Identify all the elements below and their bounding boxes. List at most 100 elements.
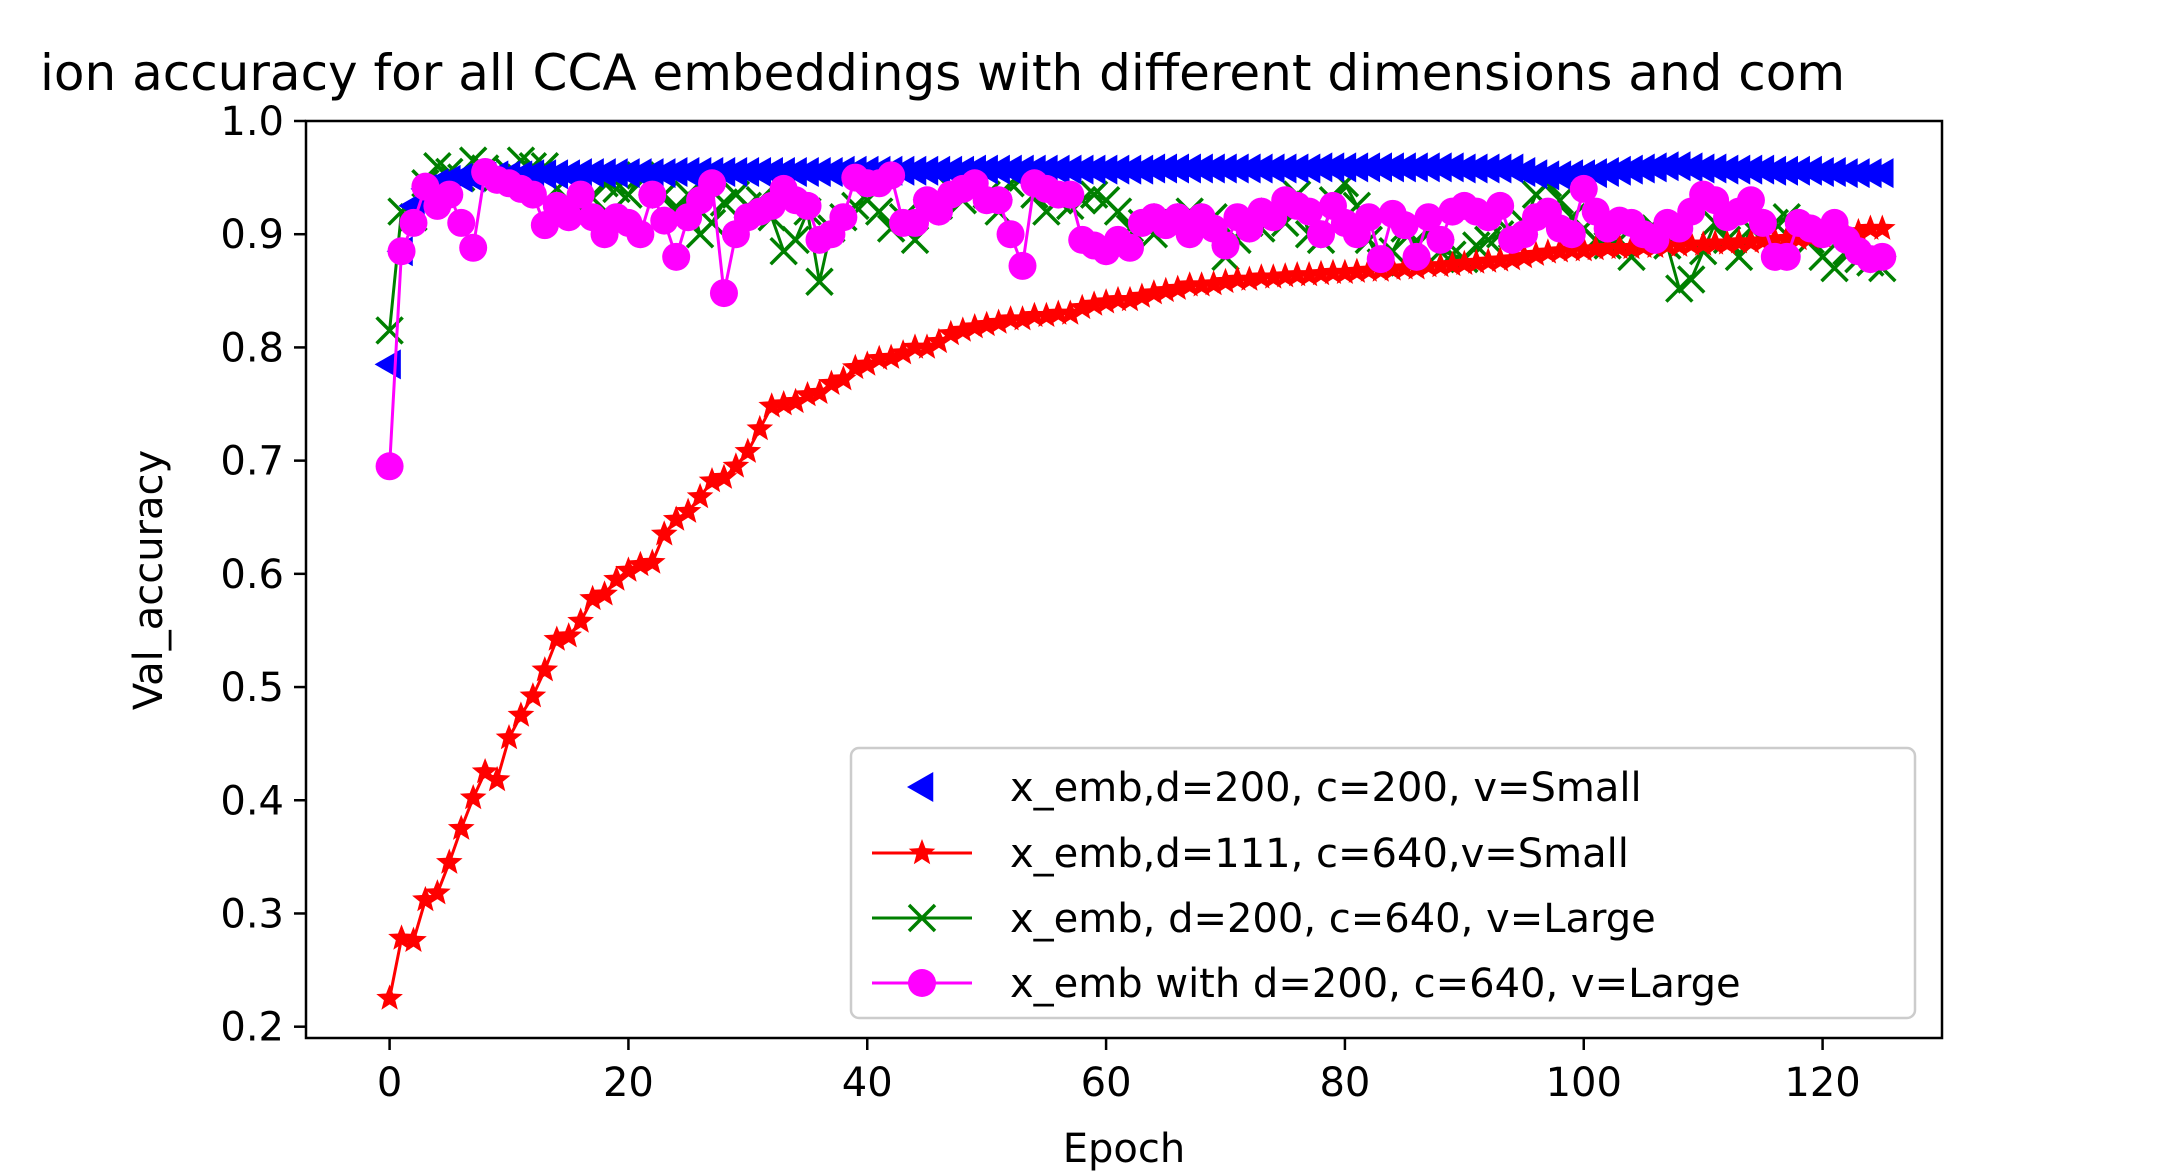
data-point [627, 550, 654, 577]
y-axis-label: Val_accuracy [126, 450, 172, 710]
data-point [1486, 246, 1514, 272]
data-point [1152, 276, 1180, 303]
x-tick-label: 60 [1081, 1060, 1132, 1106]
data-point [459, 784, 487, 810]
data-point [1725, 228, 1753, 254]
data-point [495, 724, 523, 750]
data-point [1748, 208, 1777, 237]
data-point [1510, 242, 1538, 269]
data-point [1664, 151, 1691, 182]
data-point [1486, 191, 1515, 220]
data-point [1391, 254, 1418, 280]
data-point [1819, 156, 1846, 187]
data-point [1295, 197, 1324, 226]
data-point [698, 467, 726, 493]
legend-entry: x_emb with d=200, c=640, v=Large [872, 961, 1741, 1007]
data-point [1271, 262, 1299, 288]
data-point [1498, 245, 1526, 271]
data-point [435, 180, 464, 209]
data-point [1426, 225, 1455, 254]
data-point [1713, 229, 1741, 255]
data-point [1021, 301, 1048, 327]
data-point [1546, 237, 1574, 263]
data-point [591, 580, 618, 606]
data-point [818, 369, 845, 395]
data-point [1737, 228, 1765, 254]
data-point [1439, 250, 1466, 277]
data-point [1761, 225, 1789, 252]
data-point [1570, 236, 1598, 262]
data-point [579, 584, 606, 611]
data-point [1068, 293, 1096, 320]
data-point [1534, 238, 1562, 264]
data-point [1736, 186, 1765, 215]
data-point [806, 378, 833, 404]
data-point [709, 279, 738, 308]
data-point [889, 339, 917, 365]
data-point [1115, 233, 1144, 262]
data-point [1747, 154, 1775, 185]
data-point [1212, 267, 1239, 294]
data-point [1700, 153, 1727, 184]
data-point [1343, 257, 1371, 283]
data-point [1092, 288, 1120, 314]
series-group [374, 151, 1894, 380]
data-point [686, 482, 714, 509]
data-point [1128, 282, 1156, 308]
y-tick-label: 0.6 [220, 552, 284, 598]
data-point [1033, 301, 1060, 327]
data-point [793, 191, 822, 220]
y-tick-label: 0.7 [220, 439, 284, 485]
data-point [1307, 259, 1335, 286]
data-point [638, 180, 667, 209]
data-point [829, 203, 858, 232]
data-point [1592, 156, 1619, 187]
data-point [626, 220, 655, 249]
data-point [639, 548, 666, 574]
data-point [1820, 253, 1849, 283]
x-axis: 0 20 40 60 80 100 120 [377, 1038, 1861, 1106]
data-point [1665, 274, 1694, 303]
data-point [1867, 158, 1894, 189]
data-point [1056, 299, 1084, 325]
data-point [1616, 154, 1643, 185]
y-tick-label: 0.8 [220, 325, 284, 371]
data-point [518, 180, 547, 209]
data-point [531, 656, 559, 682]
data-point [1772, 242, 1801, 271]
y-tick-label: 0.3 [220, 891, 284, 937]
data-point [1354, 203, 1383, 232]
data-point [1463, 248, 1490, 274]
data-point [649, 158, 676, 189]
chart-title: ion accuracy for all CCA embeddings with… [40, 44, 1845, 102]
data-point [1701, 229, 1729, 255]
data-point [842, 353, 869, 380]
data-point [770, 390, 797, 416]
data-point [400, 926, 427, 952]
data-point [1366, 245, 1395, 274]
data-point [985, 308, 1012, 334]
data-point [412, 885, 439, 912]
data-point [794, 381, 821, 407]
x-tick-label: 100 [1546, 1060, 1622, 1106]
data-point [1307, 220, 1336, 249]
data-point [447, 208, 476, 237]
data-point [984, 186, 1013, 215]
data-point [697, 208, 727, 238]
y-tick-label: 0.5 [220, 665, 284, 711]
data-point [1580, 158, 1607, 189]
data-point [1200, 270, 1227, 296]
data-point [1785, 224, 1812, 251]
legend-label: x_emb,d=111, c=640,v=Small [1010, 831, 1629, 877]
data-point [1390, 211, 1419, 240]
data-point [877, 161, 906, 190]
data-point [1414, 203, 1443, 232]
legend-marker [907, 903, 937, 933]
data-point [447, 814, 475, 840]
data-point [865, 344, 893, 371]
data-point [1677, 230, 1705, 256]
x-axis-label: Epoch [1063, 1126, 1185, 1172]
data-point [1857, 214, 1884, 240]
data-point [746, 414, 774, 441]
data-point [1427, 251, 1454, 278]
